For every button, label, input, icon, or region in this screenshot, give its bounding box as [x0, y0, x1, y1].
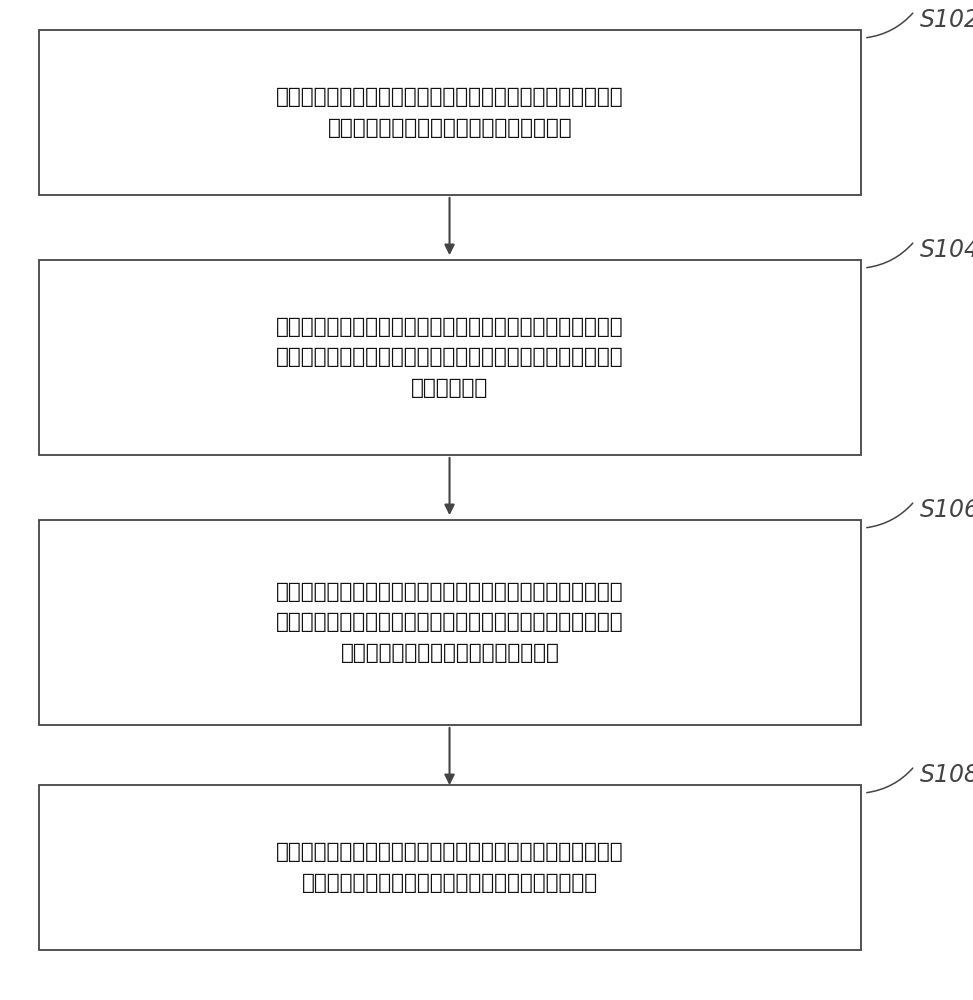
Text: S104: S104 [919, 238, 973, 262]
Text: S108: S108 [919, 763, 973, 787]
Text: S102: S102 [919, 8, 973, 32]
Text: 分别根据耕地资源、园地资源、草地资源和农业湿地资源从数
据库获取耕地资源数据、园地资源数据、草地资源数据和农业
湿地资源数据: 分别根据耕地资源、园地资源、草地资源和农业湿地资源从数 据库获取耕地资源数据、园… [276, 317, 624, 398]
Text: 将所述耕地资源资产、所述园地资源资产、所述草地资源资产
和所述农业湿地资源资产的和作为农用地资源的资产: 将所述耕地资源资产、所述园地资源资产、所述草地资源资产 和所述农业湿地资源资产的… [276, 842, 624, 893]
Text: 获取农用地资源的资产核算对象，所述资产核算对象包括耕地
资源、园地资源、草地资源和农业湿地资源: 获取农用地资源的资产核算对象，所述资产核算对象包括耕地 资源、园地资源、草地资源… [276, 87, 624, 138]
FancyBboxPatch shape [39, 785, 861, 950]
Text: 根据耕地资源数据确定耕地资源资产，根据园地资源数据确定
园地资源资产，根据草地资源数据确定草地资源资产，根据农
业湿地资源数据确定农业湿地资源资产: 根据耕地资源数据确定耕地资源资产，根据园地资源数据确定 园地资源资产，根据草地资… [276, 582, 624, 663]
FancyBboxPatch shape [39, 30, 861, 195]
FancyBboxPatch shape [39, 260, 861, 455]
FancyBboxPatch shape [39, 520, 861, 725]
Text: S106: S106 [919, 498, 973, 522]
